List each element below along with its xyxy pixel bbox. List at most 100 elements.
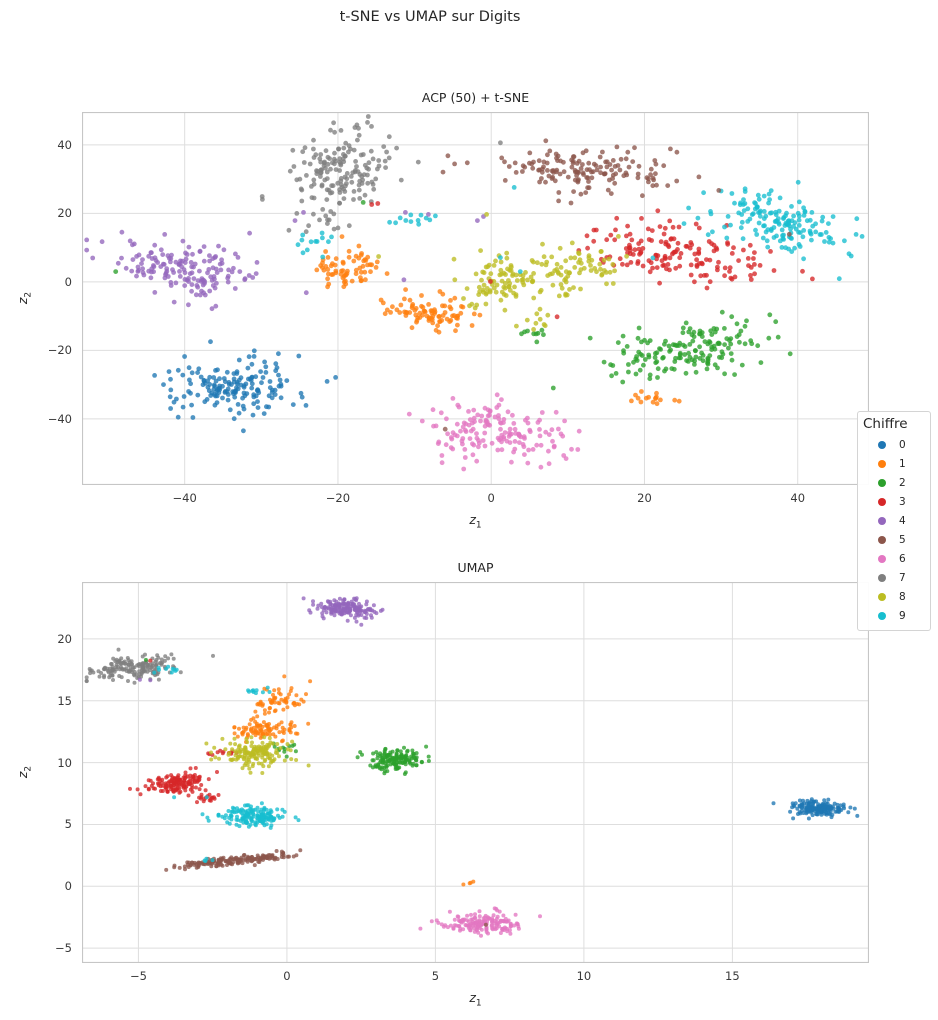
scatter-point-digit-6 <box>513 912 518 917</box>
scatter-point-digit-1 <box>658 397 663 403</box>
scatter-point-digit-8 <box>491 279 497 284</box>
scatter-point-digit-3 <box>700 261 705 267</box>
scatter-point-digit-0 <box>788 809 793 814</box>
scatter-point-digit-2 <box>550 385 556 391</box>
scatter-point-digit-2 <box>424 744 429 749</box>
scatter-point-digit-2 <box>641 362 646 368</box>
scatter-point-digit-5 <box>190 860 195 865</box>
scatter-point-digit-7 <box>365 120 370 125</box>
scatter-point-digit-4 <box>332 608 337 613</box>
scatter-point-digit-7 <box>365 114 371 119</box>
scatter-point-digit-3 <box>725 241 731 247</box>
scatter-point-digit-3 <box>727 269 732 274</box>
scatter-point-digit-0 <box>227 407 233 413</box>
scatter-point-digit-8 <box>247 759 252 764</box>
scatter-point-digit-9 <box>269 823 274 828</box>
scatter-point-digit-4 <box>364 599 369 604</box>
scatter-point-digit-7 <box>319 183 325 189</box>
scatter-point-digit-5 <box>716 188 722 193</box>
scatter-point-digit-8 <box>507 287 513 293</box>
scatter-point-digit-7 <box>84 678 89 683</box>
scatter-point-digit-4 <box>191 264 196 270</box>
scatter-point-digit-8 <box>505 266 510 272</box>
scatter-point-digit-8 <box>507 281 513 286</box>
scatter-point-digit-5 <box>626 164 632 170</box>
scatter-point-digit-6 <box>553 409 559 415</box>
scatter-point-digit-7 <box>336 146 342 152</box>
scatter-point-digit-5 <box>617 167 623 173</box>
scatter-point-digit-9 <box>387 219 392 225</box>
scatter-point-digit-3 <box>369 202 375 207</box>
scatter-point-digit-4 <box>177 274 183 279</box>
scatter-point-digit-5 <box>464 160 470 166</box>
scatter-point-digit-7 <box>178 670 183 675</box>
scatter-point-digit-3 <box>195 779 200 784</box>
scatter-point-digit-6 <box>474 920 479 925</box>
scatter-point-digit-2 <box>409 754 414 759</box>
scatter-point-digit-5 <box>598 164 603 170</box>
scatter-point-digit-6 <box>505 409 511 415</box>
scatter-point-digit-7 <box>109 662 114 666</box>
scatter-point-digit-0 <box>267 379 273 384</box>
scatter-point-digit-2 <box>400 754 405 759</box>
scatter-point-digit-8 <box>452 277 458 283</box>
scatter-point-digit-1 <box>676 398 682 404</box>
scatter-point-digit-1 <box>629 398 634 404</box>
scatter-point-digit-9 <box>830 240 836 246</box>
scatter-point-digit-9 <box>820 214 826 220</box>
scatter-point-digit-2 <box>615 340 621 345</box>
scatter-point-digit-7 <box>370 156 376 162</box>
scatter-point-digit-3 <box>160 789 165 793</box>
scatter-point-digit-3 <box>164 783 169 788</box>
scatter-point-digit-1 <box>437 314 442 319</box>
scatter-point-digit-0 <box>303 403 309 408</box>
scatter-point-digit-9 <box>801 205 806 211</box>
scatter-point-digit-7 <box>386 134 392 140</box>
scatter-point-digit-2 <box>374 750 379 755</box>
scatter-point-digit-7 <box>159 662 164 667</box>
scatter-point-digit-7 <box>324 176 330 181</box>
scatter-point-digit-6 <box>479 922 484 927</box>
scatter-point-digit-1 <box>448 318 454 323</box>
scatter-point-digit-8 <box>498 259 504 265</box>
scatter-point-digit-5 <box>553 151 559 157</box>
scatter-point-digit-9 <box>259 807 264 812</box>
scatter-point-digit-9 <box>236 809 241 814</box>
scatter-point-digit-4 <box>254 260 260 265</box>
scatter-point-digit-9 <box>797 244 803 249</box>
scatter-point-digit-6 <box>456 918 461 923</box>
scatter-point-digit-1 <box>288 722 293 727</box>
scatter-point-digit-9 <box>262 813 267 818</box>
scatter-point-digit-6 <box>498 931 503 935</box>
scatter-point-digit-5 <box>255 853 260 858</box>
scatter-point-digit-1 <box>437 289 443 294</box>
scatter-point-digit-6 <box>495 914 500 919</box>
x-tick-label: −5 <box>129 969 147 983</box>
scatter-point-digit-8 <box>602 268 607 273</box>
scatter-point-digit-4 <box>212 285 218 291</box>
scatter-point-digit-1 <box>402 296 407 302</box>
scatter-point-digit-6 <box>439 922 444 927</box>
scatter-point-digit-2 <box>697 344 702 350</box>
scatter-point-digit-2 <box>647 376 653 382</box>
scatter-point-digit-3 <box>727 265 733 271</box>
scatter-point-digit-2 <box>143 657 148 662</box>
scatter-point-digit-8 <box>571 285 576 290</box>
scatter-point-digit-9 <box>722 224 727 230</box>
scatter-point-digit-4 <box>182 270 188 276</box>
scatter-point-digit-3 <box>745 256 751 261</box>
scatter-point-digit-9 <box>804 218 810 224</box>
scatter-point-digit-9 <box>754 205 760 210</box>
scatter-point-digit-1 <box>409 325 415 331</box>
scatter-point-digit-4 <box>149 250 154 256</box>
scatter-point-digit-6 <box>546 448 551 454</box>
scatter-point-digit-0 <box>240 403 246 409</box>
scatter-point-digit-3 <box>649 228 655 233</box>
scatter-point-digit-8 <box>558 272 564 278</box>
scatter-point-digit-0 <box>821 801 826 806</box>
scatter-point-digit-8 <box>477 289 483 294</box>
scatter-point-digit-9 <box>768 188 774 193</box>
scatter-point-digit-8 <box>537 306 543 312</box>
scatter-point-digit-0 <box>296 353 302 359</box>
scatter-point-digit-5 <box>625 149 631 155</box>
